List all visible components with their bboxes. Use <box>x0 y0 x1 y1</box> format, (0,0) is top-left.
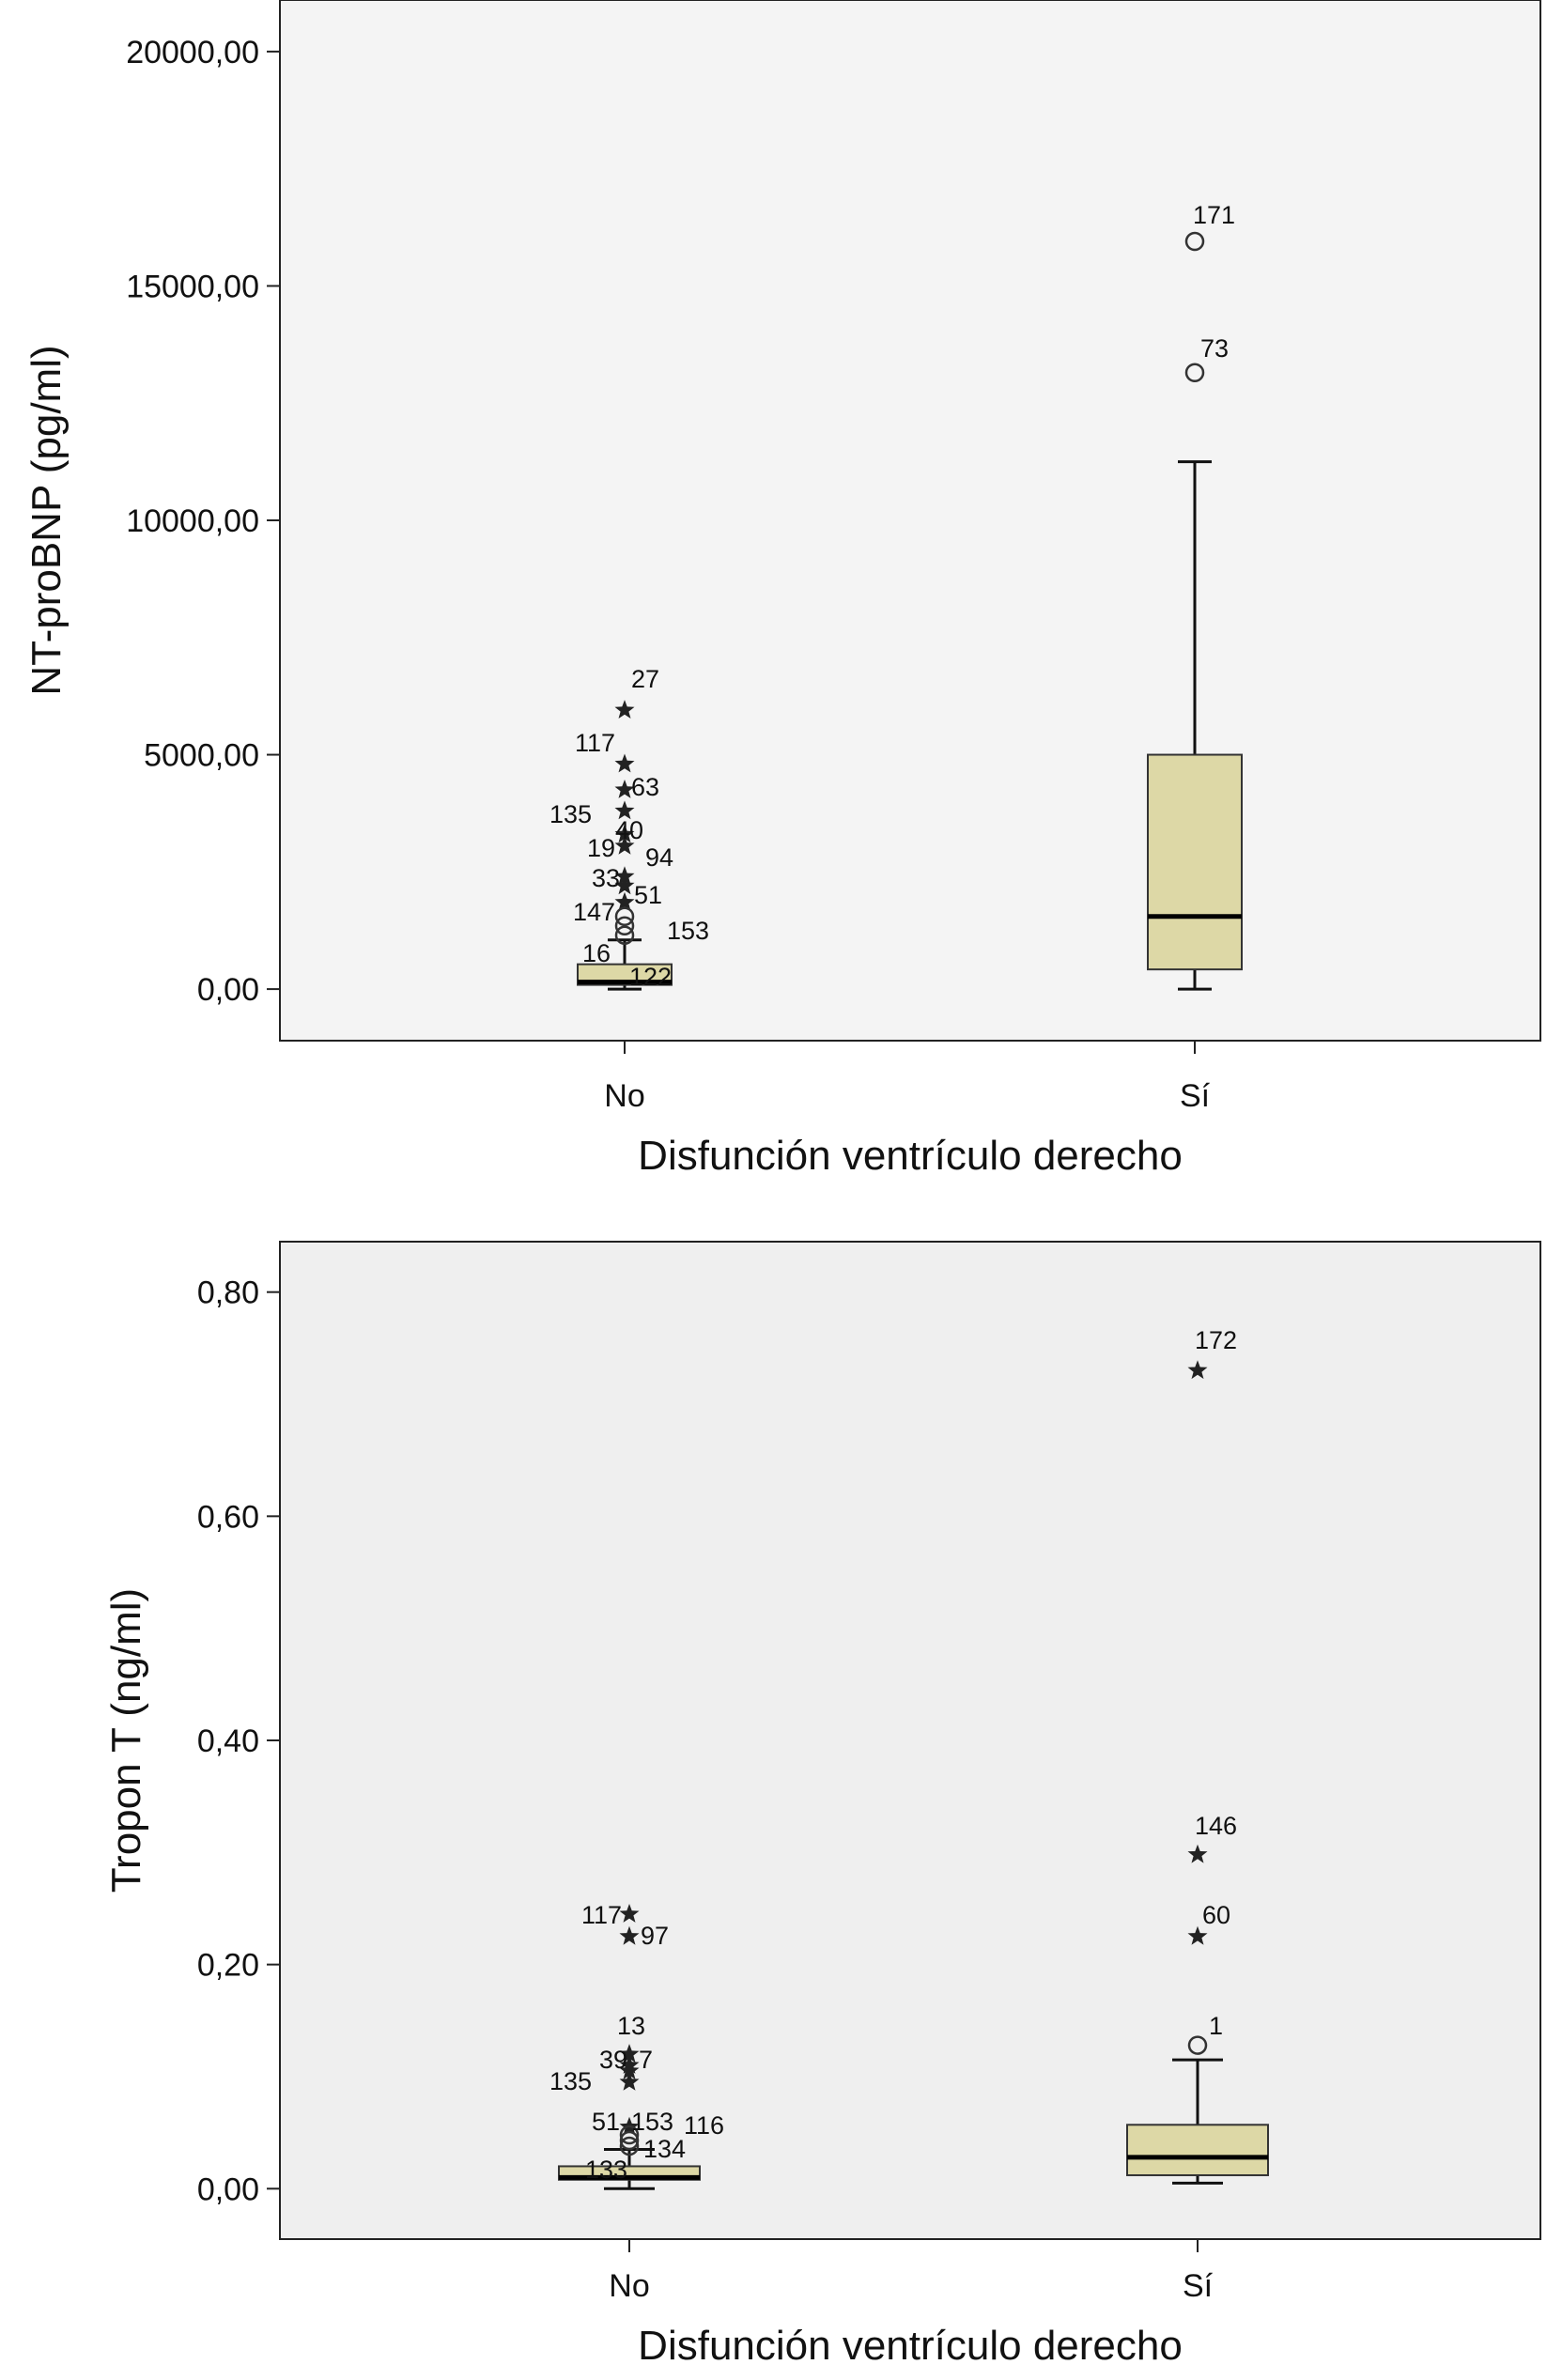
plot-area <box>279 0 1541 1042</box>
outlier-label: 13 <box>617 2012 645 2040</box>
outlier-star <box>1187 1844 1208 1863</box>
outlier-star <box>619 1925 640 1945</box>
outlier-label: 134 <box>643 2135 686 2163</box>
y-tick-label: 0,40 <box>197 1723 259 1759</box>
outlier-star <box>614 800 635 820</box>
outlier-circle <box>1184 231 1205 252</box>
outlier-label: 39 <box>599 2046 627 2074</box>
outlier-label: 117 <box>581 1901 622 1929</box>
outlier-circle <box>614 925 635 945</box>
outlier-label: 7 <box>639 2046 653 2074</box>
outlier-label: 63 <box>631 773 659 801</box>
x-tick-label: No <box>604 1078 644 1114</box>
outlier-star <box>614 891 635 911</box>
outlier-circle <box>619 2130 640 2151</box>
iqr-box <box>1147 753 1243 971</box>
plot-area <box>279 1241 1541 2240</box>
box-no <box>577 700 673 991</box>
outlier-label: 171 <box>1193 201 1235 229</box>
outlier-label: 51 <box>634 881 662 909</box>
outlier-star <box>614 700 635 719</box>
outlier-star <box>1187 1360 1208 1380</box>
outlier-star <box>619 1904 640 1923</box>
outlier-label: 16 <box>582 939 611 967</box>
outlier-label: 60 <box>1202 1901 1230 1929</box>
outlier-star <box>614 824 635 843</box>
box-si <box>1126 1360 1269 2185</box>
y-tick-label: 5000,00 <box>144 738 259 774</box>
outlier-star <box>1187 1925 1208 1945</box>
box-si <box>1147 231 1243 991</box>
y-tick-label: 0,60 <box>197 1499 259 1535</box>
outlier-star <box>614 753 635 773</box>
outlier-label: 51 <box>592 2108 620 2136</box>
outlier-star <box>614 780 635 798</box>
outlier-circle <box>1187 2035 1208 2055</box>
outlier-label: 73 <box>1200 334 1229 363</box>
y-tick-label: 10000,00 <box>126 503 259 539</box>
outlier-circle <box>1184 363 1205 383</box>
y-tick-label: 15000,00 <box>126 269 259 304</box>
outlier-label: 1 <box>1209 2012 1223 2040</box>
outlier-label: 146 <box>1195 1812 1237 1840</box>
outlier-star <box>619 2044 640 2063</box>
outlier-label: 116 <box>684 2111 724 2140</box>
outlier-label: 122 <box>629 963 672 991</box>
chart-ntprobnp: 0,00 5000,00 10000,00 15000,00 20000,00 No Sí D… <box>23 0 1541 1179</box>
outlier-label: 19 <box>587 834 615 862</box>
outlier-label: 27 <box>631 665 659 693</box>
outlier-label: 117 <box>575 729 615 757</box>
x-axis-title: Disfunción ventrículo derecho <box>638 1133 1183 1179</box>
outlier-star <box>614 835 635 855</box>
y-tick-label: 0,80 <box>197 1275 259 1311</box>
box-no <box>558 1904 701 2190</box>
outlier-label: 172 <box>1195 1326 1237 1354</box>
y-tick-label: 0,00 <box>197 972 259 1008</box>
outlier-star <box>619 2061 640 2079</box>
outlier-label: 94 <box>645 843 673 872</box>
outlier-label: 135 <box>549 2067 592 2095</box>
outlier-circle <box>619 2125 640 2145</box>
outlier-star <box>614 866 635 886</box>
x-axis-title: Disfunción ventrículo derecho <box>638 2323 1183 2369</box>
outlier-circle <box>619 2136 640 2156</box>
outlier-label: 133 <box>585 2156 627 2184</box>
outlier-label: 97 <box>641 1922 669 1950</box>
outlier-label: 153 <box>631 2108 673 2136</box>
y-axis-title: Tropon T (ng/ml) <box>103 1588 149 1893</box>
outlier-label: 40 <box>615 816 643 844</box>
outlier-label: 33 <box>592 864 620 892</box>
outlier-label: 153 <box>667 917 709 945</box>
outlier-star <box>619 2071 640 2091</box>
outlier-circle <box>614 906 635 926</box>
x-tick-label: No <box>609 2268 649 2304</box>
outlier-circle <box>614 916 635 935</box>
x-tick-label: Sí <box>1180 1078 1211 1114</box>
y-tick-label: 0,00 <box>197 2171 259 2207</box>
x-tick-label: Sí <box>1183 2268 1214 2304</box>
y-tick-label: 0,20 <box>197 1948 259 1984</box>
y-axis-title: NT-proBNP (pg/ml) <box>23 345 70 695</box>
outlier-label: 135 <box>549 800 592 828</box>
outlier-star <box>614 875 635 895</box>
y-tick-label: 20000,00 <box>126 35 259 70</box>
iqr-box <box>1126 2124 1269 2176</box>
outlier-label: 147 <box>573 898 615 926</box>
